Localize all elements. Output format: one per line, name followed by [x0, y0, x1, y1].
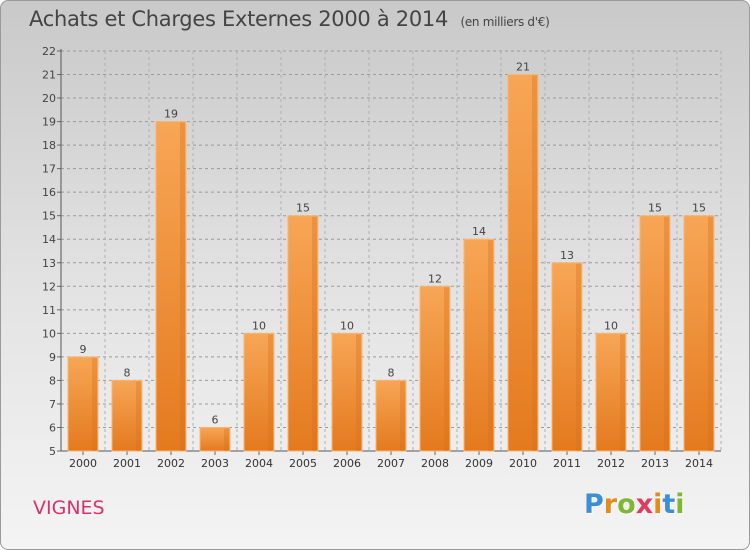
data-label: 21 [516, 61, 530, 74]
bars [67, 74, 715, 452]
bar-shade [576, 263, 581, 451]
bar-2010 [507, 74, 539, 452]
data-label: 10 [252, 319, 266, 332]
data-label: 15 [648, 202, 662, 215]
data-label: 14 [472, 225, 486, 238]
x-tick-label: 2010 [509, 457, 537, 470]
y-tick-label: 14 [42, 233, 56, 246]
x-tick-label: 2004 [245, 457, 273, 470]
x-tick-label: 2012 [597, 457, 625, 470]
logo-letter: x [635, 489, 654, 520]
x-tick-label: 2006 [333, 457, 361, 470]
y-tick-label: 8 [49, 374, 56, 387]
y-tick-label: 18 [42, 139, 56, 152]
data-labels: 9 8 19 6 10 15 10 8 12 14 21 13 10 15 15 [80, 61, 707, 427]
logo-letter: o [617, 489, 636, 520]
chart-title-text: Achats et Charges Externes 2000 à 2014 [29, 7, 449, 31]
data-label: 15 [692, 202, 706, 215]
y-tick-label: 19 [42, 116, 56, 129]
commune-name: VIGNES [33, 497, 105, 519]
data-label: 10 [604, 319, 618, 332]
bar-2001 [111, 379, 143, 452]
y-tick-label: 22 [42, 45, 56, 58]
bar-2004 [243, 332, 275, 452]
bar-2013 [639, 215, 671, 452]
data-label: 19 [164, 108, 178, 121]
data-label: 9 [80, 343, 87, 356]
bar-2007 [375, 379, 407, 452]
bar-2014 [683, 215, 715, 452]
x-tick-label: 2001 [113, 457, 141, 470]
bar-2005 [287, 215, 319, 452]
bar-2003 [199, 426, 231, 452]
bar-shade [268, 334, 273, 451]
x-tick-label: 2013 [641, 457, 669, 470]
data-label: 8 [124, 366, 131, 379]
y-tick-label: 17 [42, 163, 56, 176]
y-tick-label: 12 [42, 280, 56, 293]
y-tick-label: 21 [42, 69, 56, 82]
logo-letter: i [653, 489, 663, 520]
logo-letter: i [675, 489, 685, 520]
x-tick-label: 2009 [465, 457, 493, 470]
y-tick-label: 15 [42, 210, 56, 223]
y-tick-label: 5 [49, 445, 56, 458]
bar-shade [664, 216, 669, 451]
chart-subtitle: (en milliers d'€) [460, 15, 550, 29]
bar-shade [136, 381, 141, 451]
bar-shade [356, 334, 361, 451]
y-tick-label: 9 [49, 351, 56, 364]
y-tick-label: 10 [42, 327, 56, 340]
bar-2012 [595, 332, 627, 452]
bar-shade [180, 122, 185, 452]
bar-2008 [419, 285, 451, 452]
x-tick-label: 2011 [553, 457, 581, 470]
x-tick-label: 2000 [69, 457, 97, 470]
logo-letter: P [584, 489, 604, 520]
bar-2009 [463, 238, 495, 452]
bar-shade [92, 357, 97, 451]
y-tick-label: 13 [42, 257, 56, 270]
data-label: 13 [560, 249, 574, 262]
data-label: 6 [212, 413, 219, 426]
bar-2002 [155, 121, 187, 452]
bar-2000 [67, 356, 99, 452]
y-tick-label: 7 [49, 398, 56, 411]
logo-letter: r [603, 489, 618, 520]
data-label: 8 [388, 366, 395, 379]
x-tick-label: 2014 [685, 457, 713, 470]
y-tick-label: 16 [42, 186, 56, 199]
bar-shade [620, 334, 625, 451]
x-tick-label: 2008 [421, 457, 449, 470]
bar-shade [224, 428, 229, 451]
bar-shade [444, 287, 449, 451]
x-tick-label: 2007 [377, 457, 405, 470]
data-label: 10 [340, 319, 354, 332]
y-tick-label: 6 [49, 421, 56, 434]
proxiti-logo: Proxiti [584, 489, 685, 520]
chart-title: Achats et Charges Externes 2000 à 2014 (… [29, 7, 550, 31]
x-tick-label: 2003 [201, 457, 229, 470]
logo-letter: t [662, 489, 676, 520]
bar-shade [400, 381, 405, 451]
bar-2006 [331, 332, 363, 452]
y-tick-label: 11 [42, 304, 56, 317]
bar-shade [488, 240, 493, 451]
bar-2011 [551, 262, 583, 452]
data-label: 15 [296, 202, 310, 215]
y-tick-label: 20 [42, 92, 56, 105]
bar-shade [708, 216, 713, 451]
bar-shade [532, 75, 537, 451]
x-tick-label: 2002 [157, 457, 185, 470]
x-tick-label: 2005 [289, 457, 317, 470]
data-label: 12 [428, 272, 442, 285]
bar-shade [312, 216, 317, 451]
